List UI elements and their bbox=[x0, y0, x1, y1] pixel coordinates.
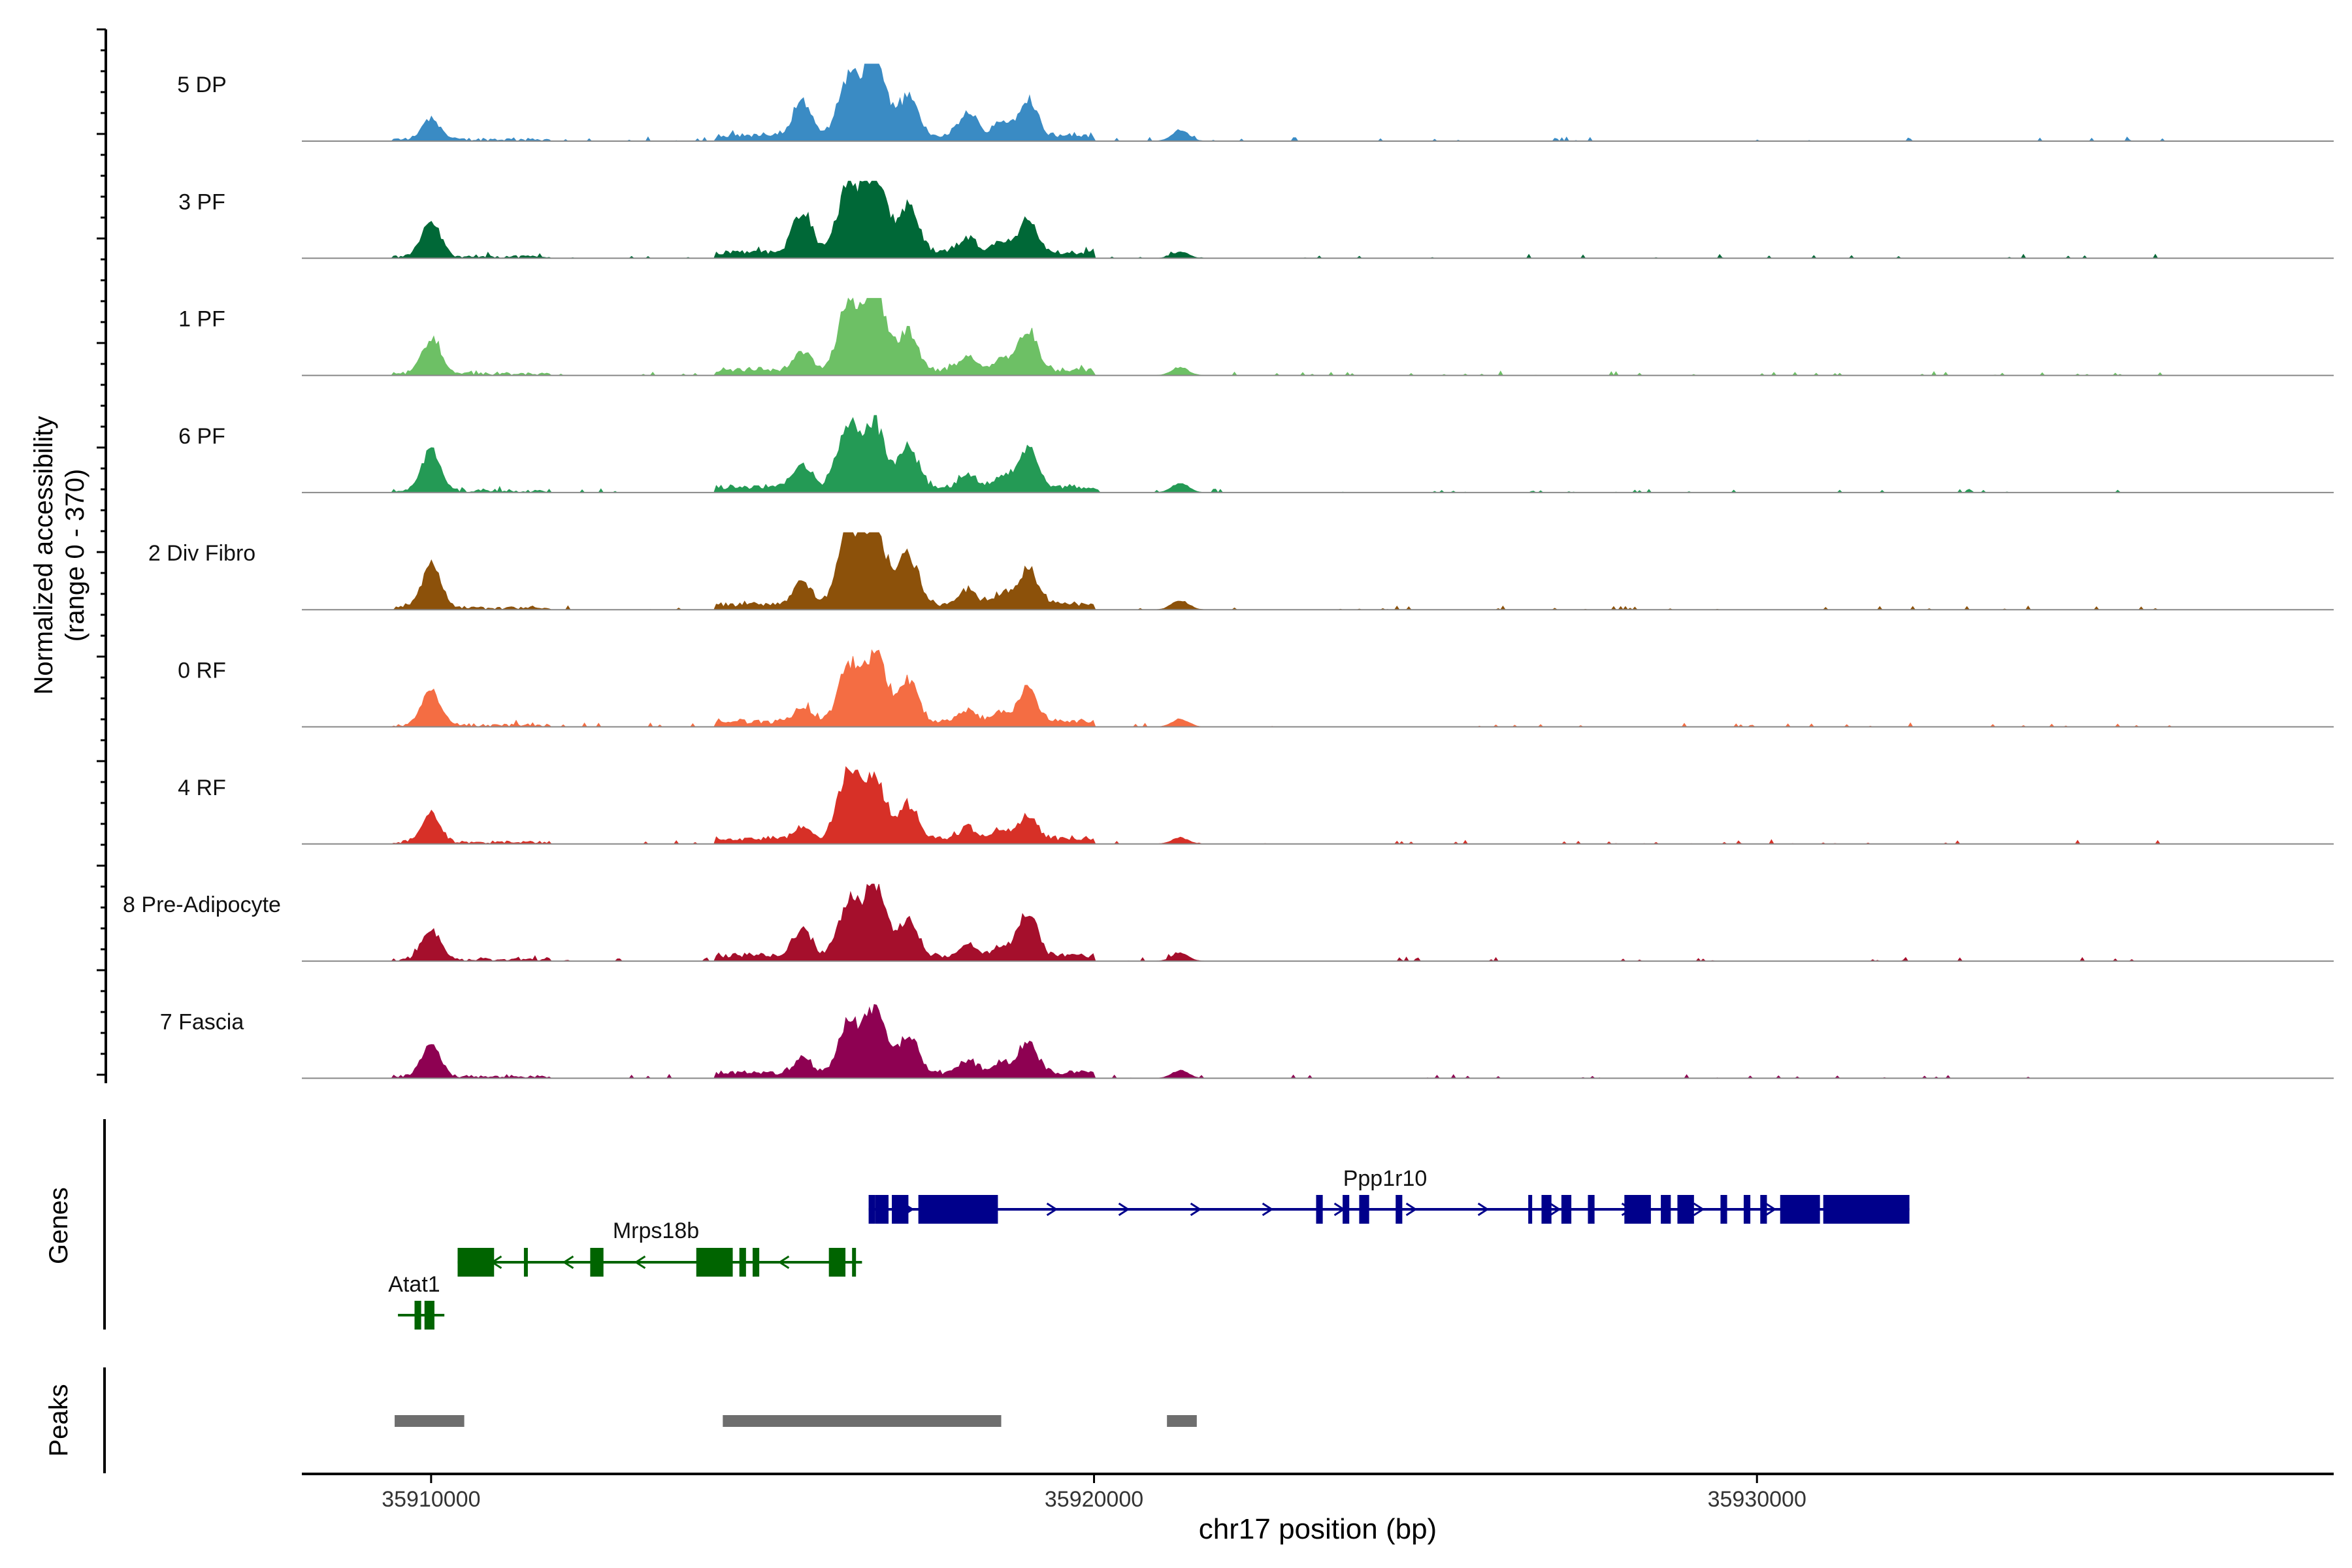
track-label: 3 PF bbox=[178, 189, 225, 214]
track-label: 1 PF bbox=[178, 307, 225, 332]
gene-exon bbox=[892, 1195, 909, 1224]
coverage-y-axis bbox=[97, 28, 107, 1083]
gene-exon bbox=[1343, 1195, 1350, 1224]
gene-exon bbox=[828, 1248, 846, 1277]
coverage-track-4-rf: 4 RF bbox=[178, 766, 2334, 845]
x-axis-label: chr17 position (bp) bbox=[1199, 1513, 1437, 1545]
coverage-track-3-pf: 3 PF bbox=[178, 180, 2334, 259]
gene-mrps18b: Mrps18b bbox=[457, 1218, 862, 1277]
strand-arrow bbox=[1190, 1202, 1202, 1217]
peak-region bbox=[723, 1415, 1002, 1427]
gene-exon bbox=[852, 1248, 857, 1277]
strand-arrow bbox=[1765, 1202, 1777, 1217]
coverage-track-7-fascia: 7 Fascia bbox=[160, 1004, 2334, 1079]
gene-exon bbox=[868, 1195, 875, 1224]
x-tick-label: 35920000 bbox=[1045, 1487, 1143, 1512]
peak-region bbox=[395, 1415, 465, 1427]
peaks-track: Peaks bbox=[44, 1367, 1197, 1473]
strand-arrow bbox=[1477, 1202, 1490, 1217]
coverage-track-0-rf: 0 RF bbox=[178, 649, 2334, 728]
coverage-area bbox=[391, 532, 2181, 611]
gene-exon bbox=[918, 1195, 998, 1224]
gene-exon bbox=[1541, 1195, 1552, 1224]
gene-label: Atat1 bbox=[388, 1272, 440, 1297]
coverage-track-2-div-fibro: 2 Div Fibro bbox=[148, 532, 2334, 611]
coverage-area bbox=[390, 180, 2181, 259]
gene-exon bbox=[752, 1248, 760, 1277]
gene-exon bbox=[739, 1248, 746, 1277]
strand-arrow bbox=[1693, 1202, 1705, 1217]
coverage-area bbox=[391, 766, 2181, 845]
track-label: 0 RF bbox=[178, 659, 226, 683]
gene-exon bbox=[523, 1248, 528, 1277]
track-label: 2 Div Fibro bbox=[148, 541, 255, 566]
x-tick-label: 35910000 bbox=[382, 1487, 480, 1512]
coverage-area bbox=[390, 1004, 2181, 1079]
gene-label: Ppp1r10 bbox=[1343, 1166, 1428, 1191]
coverage-axis-label: Normalized accessibility bbox=[29, 416, 58, 695]
gene-exon bbox=[1743, 1195, 1751, 1224]
gene-exon bbox=[1396, 1195, 1403, 1224]
x-axis: chr17 position (bp) 35910000 35920000 3593… bbox=[302, 1473, 2334, 1545]
coverage-track-6-pf: 6 PF bbox=[178, 415, 2334, 493]
peak-region bbox=[1167, 1415, 1197, 1427]
gene-exon bbox=[1780, 1195, 1820, 1224]
strand-arrow bbox=[562, 1255, 574, 1269]
gene-exon bbox=[1677, 1195, 1694, 1224]
genes-label: Genes bbox=[44, 1187, 73, 1264]
x-tick-label: 35930000 bbox=[1708, 1487, 1806, 1512]
strand-arrow bbox=[1549, 1202, 1561, 1217]
strand-arrow bbox=[1046, 1202, 1058, 1217]
gene-exon bbox=[1561, 1195, 1572, 1224]
coverage-track-8-pre-adipocyte: 8 Pre-Adipocyte bbox=[123, 883, 2334, 962]
track-label: 6 PF bbox=[178, 424, 225, 449]
gene-exon bbox=[1760, 1195, 1767, 1224]
coverage-area bbox=[391, 649, 2181, 728]
strand-arrow bbox=[1405, 1202, 1418, 1217]
gene-exon bbox=[1720, 1195, 1727, 1224]
gene-exon bbox=[424, 1301, 434, 1330]
gene-exon bbox=[1661, 1195, 1671, 1224]
gene-atat1: Atat1 bbox=[388, 1272, 445, 1330]
gene-exon bbox=[414, 1301, 421, 1330]
coverage-tracks: 5 DP 3 PF 1 PF 6 PF 2 Div Fibro 0 RF 4 RF 8 Pre… bbox=[123, 63, 2334, 1079]
gene-exon bbox=[875, 1195, 889, 1224]
strand-arrow bbox=[1118, 1202, 1130, 1217]
track-label: 8 Pre-Adipocyte bbox=[123, 892, 281, 917]
gene-ppp1r10: Ppp1r10 bbox=[868, 1166, 1910, 1224]
coverage-area bbox=[391, 415, 2181, 493]
strand-arrow bbox=[634, 1255, 646, 1269]
coverage-area bbox=[390, 883, 2181, 962]
track-label: 4 RF bbox=[178, 776, 226, 800]
gene-exon bbox=[1359, 1195, 1369, 1224]
strand-arrow bbox=[777, 1255, 790, 1269]
gene-exon bbox=[590, 1248, 604, 1277]
track-label: 7 Fascia bbox=[160, 1009, 244, 1034]
gene-exon bbox=[1316, 1195, 1323, 1224]
gene-exon bbox=[1624, 1195, 1651, 1224]
peaks-label: Peaks bbox=[44, 1384, 73, 1456]
coverage-area bbox=[390, 63, 2181, 142]
gene-exon bbox=[1528, 1195, 1533, 1224]
gene-label: Mrps18b bbox=[613, 1218, 699, 1243]
gene-exon bbox=[696, 1248, 733, 1277]
gene-annotation-track: Genes Ppp1r10 Mrps18b Atat1 bbox=[44, 1119, 1910, 1330]
coverage-track-5-dp: 5 DP bbox=[177, 63, 2334, 142]
gene-exon bbox=[1823, 1195, 1910, 1224]
gene-exon bbox=[457, 1248, 495, 1277]
coverage-area bbox=[390, 297, 2181, 376]
coverage-track-1-pf: 1 PF bbox=[178, 297, 2334, 376]
coverage-range-label: (range 0 - 370) bbox=[61, 469, 90, 642]
track-label: 5 DP bbox=[177, 73, 227, 97]
strand-arrow bbox=[1262, 1202, 1274, 1217]
gene-exon bbox=[1588, 1195, 1595, 1224]
